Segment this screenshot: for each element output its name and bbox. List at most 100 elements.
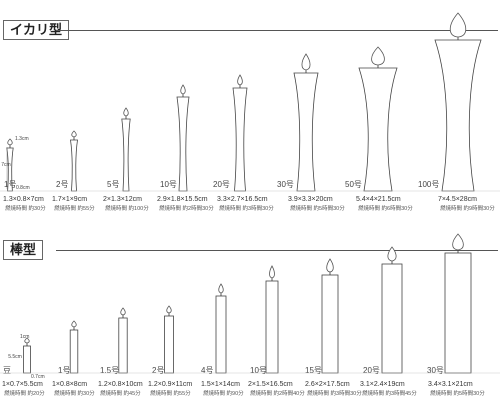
dimensions: 2.6×2×17.5cm xyxy=(305,381,350,388)
ikari-title-rule xyxy=(56,30,498,31)
size-number: 2号 xyxy=(152,366,164,375)
size-number: 2号 xyxy=(56,180,68,189)
dimensions: 7×4.5×28cm xyxy=(438,196,477,203)
dimensions: 3.1×2.4×19cm xyxy=(360,381,405,388)
flame-icon xyxy=(218,283,224,294)
dimensions: 1.2×0.9×11cm xyxy=(148,381,192,388)
candle-body xyxy=(69,329,79,374)
burn-time: 燃焼時間 約20分 xyxy=(4,389,45,397)
candle-body xyxy=(265,280,279,374)
dimensions: 2×1.3×12cm xyxy=(103,196,142,203)
candle-body xyxy=(176,96,190,192)
size-number: 1号 xyxy=(58,366,70,375)
size-number: 1.5号 xyxy=(100,366,119,375)
dimensions: 2.9×1.8×15.5cm xyxy=(157,196,208,203)
size-number: 15号 xyxy=(305,366,322,375)
size-number: 4号 xyxy=(201,366,213,375)
burn-time: 燃焼時間 約9時間30分 xyxy=(440,204,495,212)
candle-body xyxy=(321,274,339,374)
candle-body xyxy=(381,263,403,374)
dimensions: 5.4×4×21.5cm xyxy=(356,196,401,203)
candle-body xyxy=(215,295,227,374)
flame-icon xyxy=(123,107,129,117)
flame-icon xyxy=(166,305,172,314)
ikari-section-title: イカリ型 xyxy=(3,20,70,40)
burn-time: 燃焼時間 約3時間30分 xyxy=(307,389,362,397)
burn-time: 燃焼時間 約100分 xyxy=(105,204,149,212)
burn-time: 燃焼時間 約5時間30分 xyxy=(430,389,485,397)
flame-icon xyxy=(7,138,13,146)
flame-icon xyxy=(180,84,186,95)
top-width-label: 1cm xyxy=(20,334,29,340)
dimensions: 1×0.8×8cm xyxy=(52,381,87,388)
burn-time: 燃焼時間 約55分 xyxy=(150,389,191,397)
bou-title-rule xyxy=(56,250,498,251)
candle-body xyxy=(444,252,472,374)
size-number: 30号 xyxy=(427,366,444,375)
dimensions: 2×1.5×16.5cm xyxy=(248,381,293,388)
candle-body xyxy=(232,87,248,192)
flame-icon xyxy=(452,233,464,251)
height-label: 5.5cm xyxy=(8,354,22,360)
dimensions: 3.3×2.7×16.5cm xyxy=(217,196,268,203)
burn-time: 燃焼時間 約2時間30分 xyxy=(159,204,214,212)
burn-time: 燃焼時間 約6時間30分 xyxy=(358,204,413,212)
candle-body xyxy=(164,315,174,374)
flame-icon xyxy=(237,74,243,86)
candle-body xyxy=(23,345,31,374)
burn-time: 燃焼時間 約30分 xyxy=(54,389,95,397)
dimensions: 3.9×3.3×20cm xyxy=(288,196,333,203)
candle-body xyxy=(118,317,128,374)
bottom-width-label: 0.7cm xyxy=(31,374,45,380)
candle-body xyxy=(293,72,319,192)
burn-time: 燃焼時間 約30分 xyxy=(5,204,46,212)
size-number: 30号 xyxy=(277,180,294,189)
flame-icon xyxy=(301,53,311,71)
candle-body xyxy=(358,67,398,192)
flame-icon xyxy=(71,130,77,138)
size-number: 10号 xyxy=(250,366,267,375)
flame-icon xyxy=(71,320,77,328)
size-number: 10号 xyxy=(160,180,177,189)
size-number: 50号 xyxy=(345,180,362,189)
burn-time: 燃焼時間 約3時間45分 xyxy=(362,389,417,397)
dimensions: 1.7×1×9cm xyxy=(52,196,87,203)
flame-icon xyxy=(120,307,126,316)
flame-icon xyxy=(371,46,385,66)
candle-body xyxy=(434,39,482,192)
flame-icon xyxy=(269,265,275,279)
size-number: 20号 xyxy=(213,180,230,189)
size-number: 5号 xyxy=(107,180,119,189)
burn-time: 燃焼時間 約55分 xyxy=(54,204,95,212)
burn-time: 燃焼時間 約90分 xyxy=(203,389,244,397)
dimensions: 3.4×3.1×21cm xyxy=(428,381,473,388)
burn-time: 燃焼時間 約2時間40分 xyxy=(250,389,305,397)
dimensions: 1.5×1×14cm xyxy=(201,381,240,388)
dimensions: 1×0.7×5.5cm xyxy=(2,381,43,388)
flame-icon xyxy=(24,337,30,344)
burn-time: 燃焼時間 約45分 xyxy=(100,389,141,397)
dimensions: 1.3×0.8×7cm xyxy=(3,196,44,203)
height-label: 7cm xyxy=(1,162,10,168)
flame-icon xyxy=(449,12,467,38)
flame-icon xyxy=(387,246,397,262)
